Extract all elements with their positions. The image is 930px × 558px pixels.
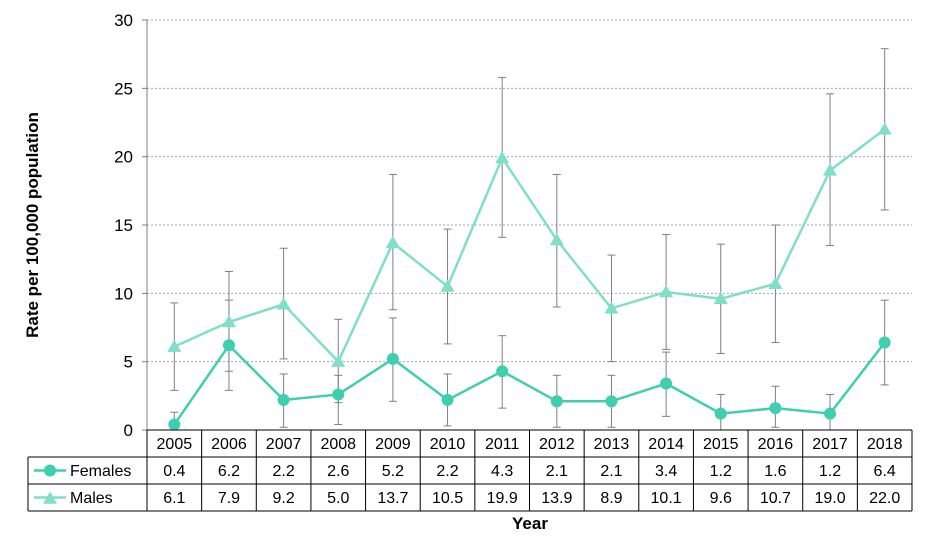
x-tick-label: 2013 — [594, 436, 630, 453]
x-tick-label: 2016 — [758, 436, 794, 453]
data-point-males — [221, 315, 236, 328]
data-point-females — [222, 339, 235, 352]
data-point-males — [167, 339, 182, 352]
table-cell: 6.2 — [218, 463, 240, 480]
data-point-females — [441, 393, 454, 406]
data-point-females — [824, 407, 837, 420]
table-cell: 6.1 — [163, 490, 185, 507]
data-point-males — [823, 163, 838, 176]
data-point-males — [549, 233, 564, 246]
gridlines — [147, 19, 912, 363]
table-cell: 10.5 — [432, 490, 463, 507]
table-cell: 5.0 — [327, 490, 349, 507]
table-cell: 1.2 — [710, 463, 732, 480]
y-axis-title: Rate per 100,000 population — [23, 112, 42, 338]
table-cell: 1.6 — [764, 463, 786, 480]
table-cell: 10.1 — [651, 490, 682, 507]
data-point-males — [276, 297, 291, 310]
x-tick-label: 2014 — [648, 436, 684, 453]
data-point-males — [877, 122, 892, 135]
x-tick-label: 2010 — [430, 436, 466, 453]
legend-label-males: Males — [70, 490, 113, 507]
legend-label-females: Females — [70, 463, 131, 480]
y-tick-label: 25 — [114, 79, 133, 98]
x-tick-label: 2007 — [266, 436, 302, 453]
table-cell: 19.9 — [487, 490, 518, 507]
data-point-males — [331, 354, 346, 367]
x-tick-label: 2006 — [211, 436, 247, 453]
table-cell: 8.9 — [600, 490, 622, 507]
error-bars — [170, 48, 889, 431]
x-tick-label: 2017 — [812, 436, 848, 453]
x-tick-label: 2015 — [703, 436, 739, 453]
table-cell: 9.6 — [710, 490, 732, 507]
table-cell: 2.1 — [600, 463, 622, 480]
x-tick-label: 2005 — [157, 436, 193, 453]
y-tick-label: 10 — [114, 284, 133, 303]
data-point-males — [495, 151, 510, 164]
table-cell: 22.0 — [869, 490, 900, 507]
y-tick-label: 30 — [114, 11, 133, 30]
data-point-females — [332, 388, 345, 401]
y-tick-label: 5 — [124, 353, 133, 372]
table-cell: 4.3 — [491, 463, 513, 480]
data-point-males — [659, 284, 674, 298]
series-markers — [167, 122, 892, 431]
data-point-females — [496, 365, 509, 378]
y-tick-label: 15 — [114, 216, 133, 235]
legend-marker-males — [43, 491, 57, 504]
data-point-males — [385, 235, 400, 249]
table-cell: 9.2 — [272, 490, 294, 507]
table-cell: 2.2 — [272, 463, 294, 480]
series-lines — [173, 128, 886, 426]
data-point-females — [386, 352, 399, 365]
x-tick-label: 2012 — [539, 436, 575, 453]
data-point-females — [878, 336, 891, 349]
table-cell: 5.2 — [382, 463, 404, 480]
data-point-females — [550, 395, 563, 408]
table-cell: 13.9 — [541, 490, 572, 507]
table-cell: 0.4 — [163, 463, 185, 480]
y-tick-label: 0 — [124, 421, 133, 440]
axes: 0 5 10 15 20 25 30 — [114, 11, 148, 440]
series-line-males — [173, 128, 886, 364]
table-cell: 2.1 — [546, 463, 568, 480]
data-point-males — [440, 279, 455, 292]
table-cell: 10.7 — [760, 490, 791, 507]
table-cell: 19.0 — [814, 490, 845, 507]
data-point-males — [604, 301, 619, 314]
data-point-males — [713, 291, 728, 305]
data-point-males — [768, 276, 783, 290]
table-cell: 2.6 — [327, 463, 349, 480]
table-cell: 1.2 — [819, 463, 841, 480]
table-cell: 7.9 — [218, 490, 240, 507]
table-cell: 3.4 — [655, 463, 677, 480]
data-point-females — [714, 407, 727, 420]
series-line-females — [173, 341, 886, 426]
data-point-females — [769, 402, 782, 415]
x-tick-label: 2011 — [485, 436, 520, 453]
table-cell: 13.7 — [377, 490, 408, 507]
data-point-females — [660, 377, 673, 390]
table-cell: 2.2 — [436, 463, 458, 480]
x-tick-label: 2009 — [375, 436, 411, 453]
data-table: 2005 2006 2007 2008 2009 2010 2011 2012 2013 2014… — [27, 429, 913, 512]
x-tick-label: 2008 — [320, 436, 356, 453]
legend-marker-females — [44, 464, 56, 477]
data-point-females — [277, 393, 290, 406]
data-point-females — [168, 418, 181, 431]
x-axis-title: Year — [512, 514, 548, 533]
table-cell: 6.4 — [874, 463, 896, 480]
data-point-females — [605, 395, 618, 408]
x-tick-label: 2018 — [867, 436, 903, 453]
y-tick-label: 20 — [114, 148, 133, 167]
